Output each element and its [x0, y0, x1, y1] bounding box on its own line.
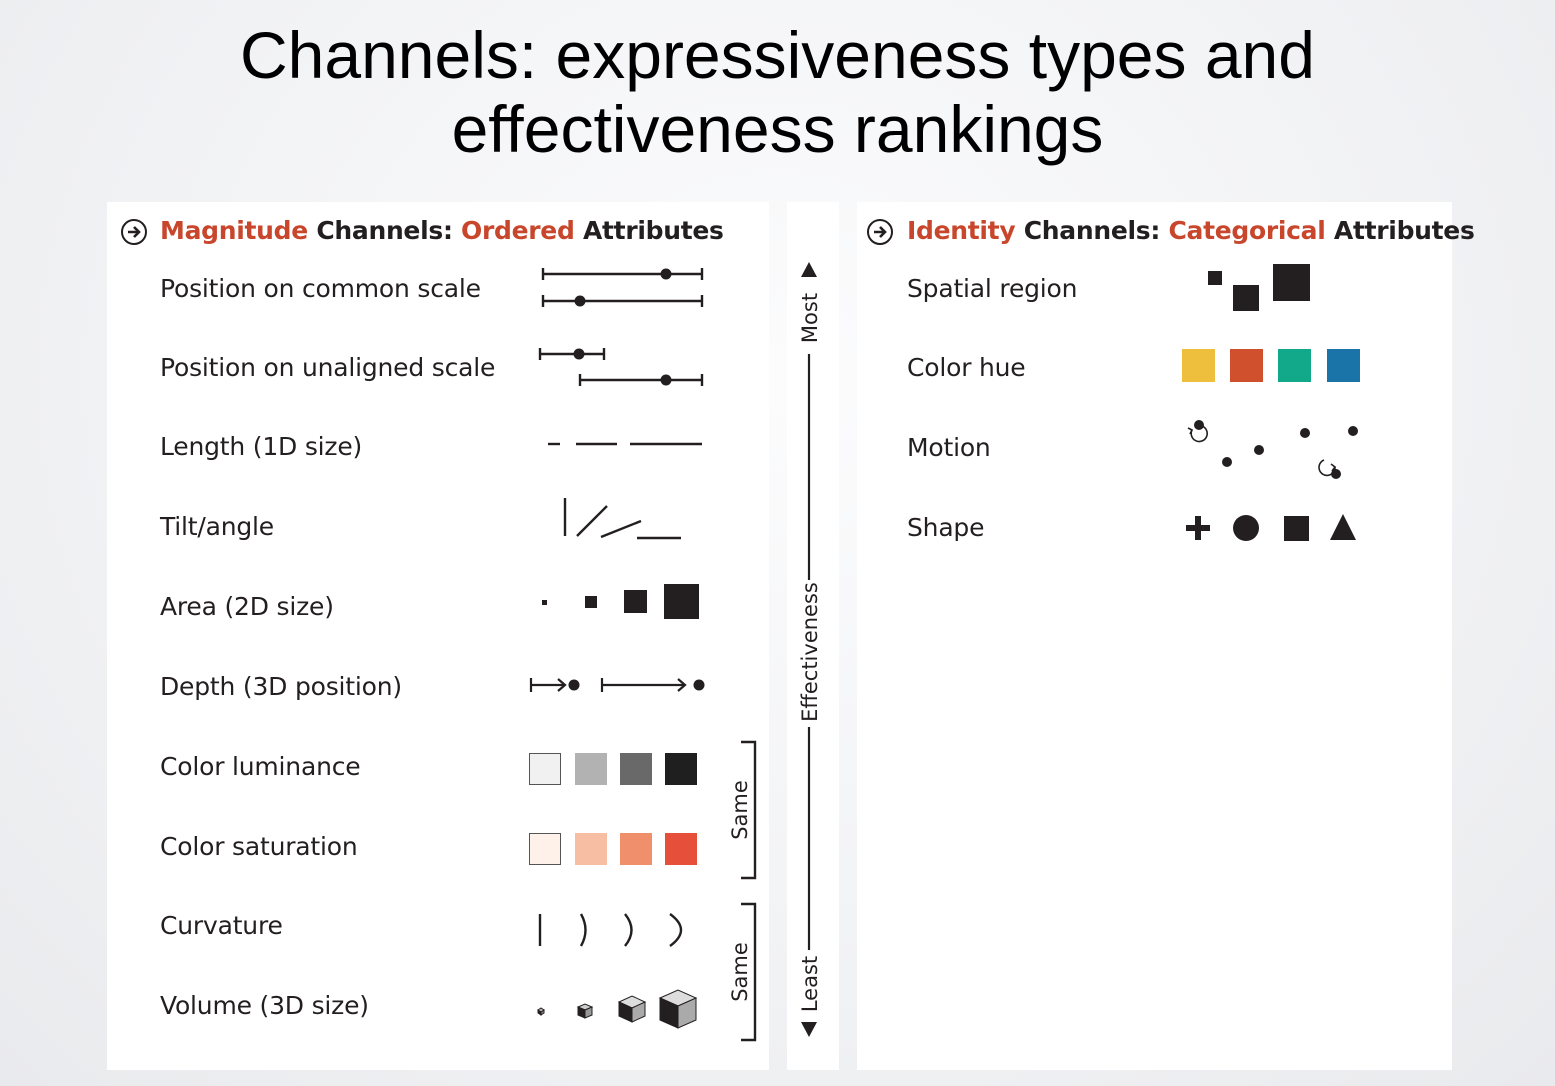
identity-word: Identity [907, 216, 1016, 245]
length-glyph [548, 442, 702, 446]
row-label-luminance: Color luminance [160, 752, 361, 781]
hue-square-1 [1182, 349, 1215, 382]
motion-glyph [1187, 420, 1358, 479]
luminance-square-1 [529, 753, 561, 785]
area-square-2 [585, 596, 597, 608]
position-common-scale-glyph [541, 268, 704, 307]
row-label-position-unaligned: Position on unaligned scale [160, 353, 496, 382]
row-label-motion: Motion [907, 433, 991, 462]
channels-word: Channels: [307, 216, 462, 245]
channels-word: Channels: [1015, 216, 1169, 245]
luminance-square-2 [575, 753, 607, 785]
saturation-square-1 [529, 833, 561, 865]
hue-square-3 [1278, 349, 1311, 382]
ordered-word: Ordered [461, 216, 575, 245]
shape-glyph [1186, 514, 1356, 541]
row-label-curvature: Curvature [160, 911, 283, 940]
same-bracket-1 [741, 740, 757, 880]
identity-channels-panel [857, 202, 1452, 1070]
slide-title-line-1: Channels: expressiveness types and [240, 18, 1315, 92]
effectiveness-most-label: Most [798, 292, 822, 344]
slide-title-line-2: effectiveness rankings [451, 92, 1104, 166]
row-label-length: Length (1D size) [160, 432, 363, 461]
row-label-shape: Shape [907, 513, 985, 542]
magnitude-word: Magnitude [160, 216, 308, 245]
attributes-word: Attributes [574, 216, 724, 245]
saturation-square-2 [575, 833, 607, 865]
depth-glyph [529, 678, 705, 692]
row-label-volume: Volume (3D size) [160, 991, 369, 1020]
volume-glyph [537, 989, 698, 1029]
row-label-area: Area (2D size) [160, 592, 334, 621]
effectiveness-axis [801, 262, 817, 1037]
saturation-square-4 [665, 833, 697, 865]
magnitude-channels-panel [107, 202, 769, 1070]
row-label-position-common: Position on common scale [160, 274, 481, 303]
saturation-square-3 [620, 833, 652, 865]
row-label-spatial-region: Spatial region [907, 274, 1078, 303]
row-label-saturation: Color saturation [160, 832, 358, 861]
arrow-right-circle-icon [867, 219, 893, 245]
magnitude-header: Magnitude Channels: Ordered Attributes [160, 216, 724, 245]
effectiveness-axis-panel [787, 202, 839, 1070]
up-arrow-icon [801, 262, 817, 277]
area-square-3 [624, 590, 647, 613]
area-square-1 [542, 600, 547, 605]
same-label-2: Same [728, 942, 752, 1002]
row-label-color-hue: Color hue [907, 353, 1026, 382]
attributes-word: Attributes [1325, 216, 1475, 245]
tilt-angle-glyph [563, 498, 681, 540]
spatial-region-square-2 [1233, 285, 1259, 311]
hue-square-2 [1230, 349, 1263, 382]
luminance-square-4 [665, 753, 697, 785]
slide-title: Channels: expressiveness types and effec… [0, 18, 1555, 166]
same-label-1: Same [728, 780, 752, 840]
effectiveness-least-label: Least [798, 955, 822, 1013]
same-bracket-2 [741, 902, 757, 1042]
luminance-square-3 [620, 753, 652, 785]
down-arrow-icon [801, 1022, 817, 1037]
categorical-word: Categorical [1168, 216, 1326, 245]
effectiveness-label: Effectiveness [798, 582, 822, 722]
spatial-region-square-3 [1273, 264, 1310, 301]
arrow-right-circle-icon [121, 219, 147, 245]
position-unaligned-scale-glyph [538, 348, 704, 386]
hue-square-4 [1327, 349, 1360, 382]
area-square-4 [664, 584, 699, 619]
curvature-glyph [538, 913, 683, 947]
identity-header: Identity Channels: Categorical Attribute… [907, 216, 1475, 245]
spatial-region-square-1 [1208, 271, 1222, 285]
row-label-tilt: Tilt/angle [160, 512, 274, 541]
row-label-depth: Depth (3D position) [160, 672, 402, 701]
